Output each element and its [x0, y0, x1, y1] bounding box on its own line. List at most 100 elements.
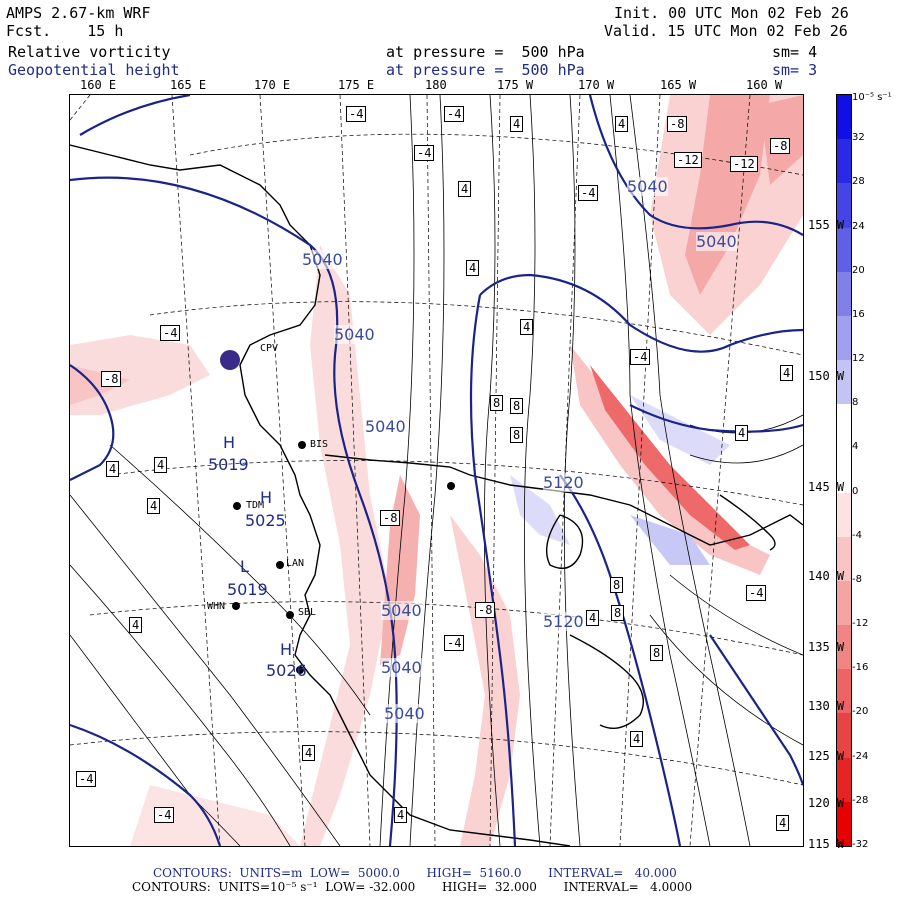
colorbar-segment: [837, 227, 851, 272]
colorbar: [836, 94, 852, 847]
lat-label: 155 W: [808, 218, 845, 232]
vorticity-label: 4: [615, 116, 629, 132]
field1-smoothing: sm= 4: [772, 43, 818, 61]
vorticity-label: 8: [650, 645, 664, 661]
colorbar-tick-label: -24: [852, 750, 869, 762]
colorbar-segment: [837, 801, 851, 846]
height-contour-info: CONTOURS: UNITS=m LOW= 5000.0 HIGH= 5160…: [153, 866, 677, 880]
lat-label: 120 W: [808, 796, 845, 810]
vorticity-label: -4: [444, 106, 465, 122]
coastline: [70, 144, 803, 846]
colorbar-tick-label: 4: [852, 441, 859, 453]
station-dot: [233, 502, 241, 510]
map-canvas: [70, 95, 803, 846]
vorticity-label: -12: [730, 156, 758, 172]
colorbar-segment: [837, 492, 851, 537]
height-contours: [70, 95, 803, 846]
station-dot: [298, 441, 306, 449]
station-dot: [276, 561, 284, 569]
vorticity-label: -8: [475, 602, 496, 618]
vorticity-contour-info: CONTOURS: UNITS=10⁻⁵ s⁻¹ LOW= -32.000 HI…: [132, 880, 693, 894]
vorticity-label: 4: [147, 498, 161, 514]
vorticity-label: 4: [735, 425, 749, 441]
colorbar-segment: [837, 95, 851, 140]
colorbar-tick-label: 32: [852, 132, 865, 144]
station-label: SBL: [298, 607, 317, 618]
station-dot: [220, 350, 240, 370]
height-label: 5040: [381, 658, 422, 677]
colorbar-tick-label: 28: [852, 176, 865, 188]
colorbar-segment: [837, 536, 851, 581]
model-title: AMPS 2.67-km WRF: [6, 4, 151, 22]
lat-label: 125 W: [808, 749, 845, 763]
vorticity-label: 4: [302, 745, 316, 761]
vorticity-label: 4: [394, 807, 408, 823]
vorticity-label: 4: [106, 461, 120, 477]
field2-level: at pressure = 500 hPa: [386, 61, 585, 79]
station-dot: [286, 611, 294, 619]
colorbar-segment: [837, 757, 851, 802]
vorticity-label: -8: [101, 371, 122, 387]
station-dot: [296, 666, 304, 674]
colorbar-tick-label: 8: [852, 397, 859, 409]
height-label: 5040: [365, 417, 406, 436]
lat-label: 115 W: [808, 837, 845, 851]
station-dot: [447, 482, 455, 490]
high-low-letter: L: [240, 557, 249, 576]
vorticity-label: 8: [510, 427, 524, 443]
vorticity-label: -4: [414, 145, 435, 161]
vorticity-label: -4: [160, 325, 181, 341]
valid-time: Valid. 15 UTC Mon 02 Feb 26: [604, 22, 848, 40]
stations: [220, 350, 455, 674]
lon-label: 180: [425, 78, 447, 92]
height-label: 5040: [302, 250, 343, 269]
vorticity-label: -4: [346, 106, 367, 122]
station-label: WHN: [207, 601, 226, 612]
init-time: Init. 00 UTC Mon 02 Feb 26: [614, 4, 849, 22]
colorbar-segment: [837, 271, 851, 316]
vorticity-label: -8: [380, 510, 401, 526]
colorbar-tick-label: 16: [852, 308, 865, 320]
colorbar-segment: [837, 183, 851, 228]
vorticity-label: -8: [770, 138, 791, 154]
high-low-value: 5019: [208, 455, 249, 474]
high-low-letter: H: [280, 640, 293, 659]
colorbar-segment: [837, 625, 851, 670]
vorticity-label: -4: [578, 185, 599, 201]
vorticity-label: 4: [630, 731, 644, 747]
vorticity-label: 8: [510, 398, 524, 414]
vorticity-label: -4: [154, 807, 175, 823]
height-label: 5040: [381, 601, 422, 620]
colorbar-segment: [837, 360, 851, 405]
field1-name: Relative vorticity: [8, 43, 171, 61]
lon-label: 175 W: [497, 78, 534, 92]
colorbar-tick-label: 24: [852, 220, 865, 232]
station-label: TDM: [246, 500, 265, 511]
vorticity-contours: [70, 95, 803, 846]
vorticity-label: -4: [444, 635, 465, 651]
vorticity-label: 4: [154, 457, 168, 473]
vorticity-label: 4: [510, 116, 524, 132]
vorticity-label: 4: [458, 181, 472, 197]
colorbar-tick-label: 12: [852, 353, 865, 365]
vorticity-label: 4: [466, 260, 480, 276]
forecast-hour: Fcst. 15 h: [6, 22, 124, 40]
station-dot: [232, 602, 240, 610]
colorbar-segment: [837, 580, 851, 626]
vorticity-label: -4: [630, 349, 651, 365]
lon-label: 175 E: [338, 78, 375, 92]
high-low-letter: H: [260, 488, 273, 507]
lon-label: 160 W: [746, 78, 783, 92]
high-low-letter: H: [223, 433, 236, 452]
vorticity-label: 4: [776, 815, 790, 831]
vorticity-label: 4: [129, 617, 143, 633]
colorbar-segment: [837, 315, 851, 361]
height-label: 5120: [543, 473, 584, 492]
colorbar-tick-label: -16: [852, 662, 869, 674]
colorbar-segment: [837, 713, 851, 758]
map-panel: CPV BIS TDM LAN SBL WHN H 5019 H 5025 L …: [69, 94, 804, 847]
vorticity-label: -8: [667, 116, 688, 132]
field2-name: Geopotential height: [8, 61, 180, 79]
high-low-value: 5025: [245, 511, 286, 530]
lon-label: 170 E: [254, 78, 291, 92]
